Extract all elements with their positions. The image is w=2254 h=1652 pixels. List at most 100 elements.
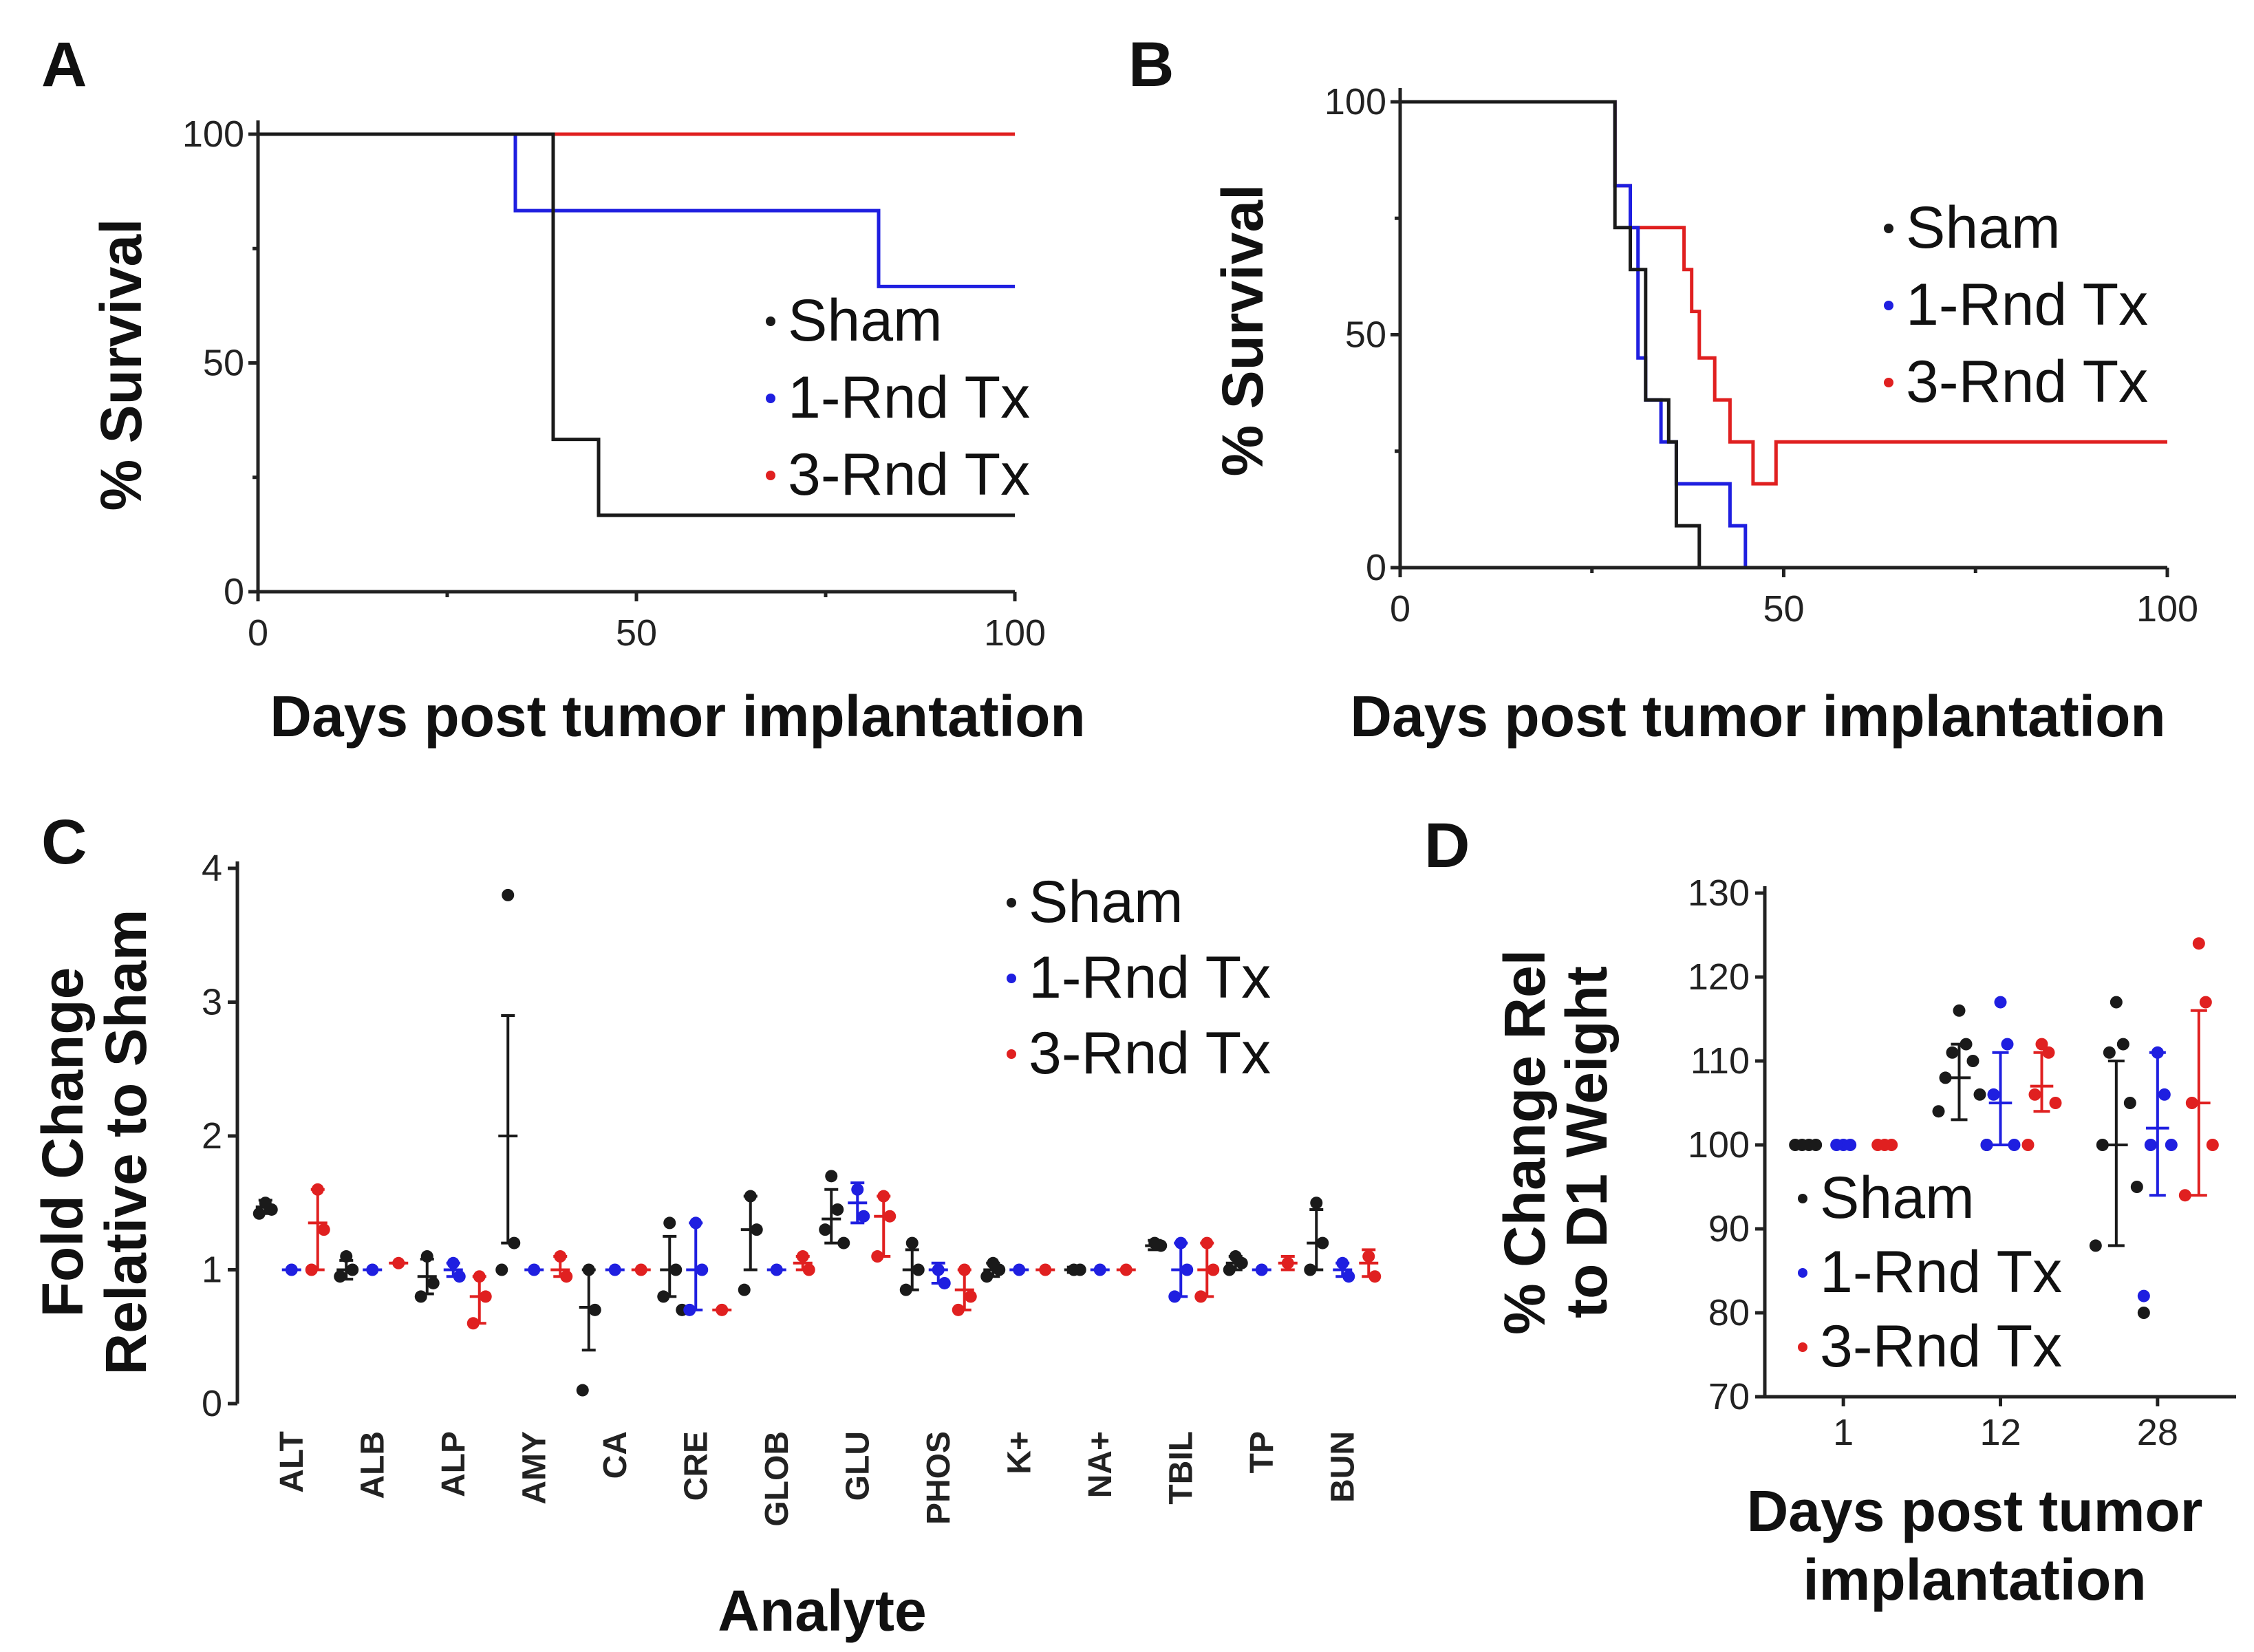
panel-c-ytick-label-3: 3 bbox=[202, 982, 222, 1023]
panel-d-28-3-rnd-tx-point-3 bbox=[2206, 1139, 2219, 1151]
panel-c-amy-1-rnd-tx-point-0 bbox=[528, 1263, 541, 1276]
panel-c-ytick-label-1: 1 bbox=[202, 1249, 222, 1291]
panel-d-12-3-rnd-tx-point-0 bbox=[2035, 1038, 2048, 1051]
panel-b-xtick-label-50: 50 bbox=[1763, 588, 1804, 630]
panel-a-plot: 0 50 100 0 50 100 Sham 1-Rnd Tx 3-Rnd Tx bbox=[182, 114, 1046, 654]
panel-c-cre-1-rnd-tx-point-1 bbox=[696, 1263, 709, 1276]
panel-d-28-3-rnd-tx-point-1 bbox=[2199, 996, 2212, 1009]
panel-d-ytick-label-120: 120 bbox=[1688, 956, 1750, 998]
panel-d-12-3-rnd-tx-point-1 bbox=[2042, 1046, 2055, 1059]
panel-d-28-sham-point-7 bbox=[2137, 1307, 2150, 1319]
panel-d-label: D bbox=[1424, 811, 1470, 881]
panel-c-alt-sham-point-2 bbox=[253, 1207, 266, 1220]
panel-d-xlabel-line1: Days post tumor bbox=[1747, 1479, 2203, 1543]
panel-c-k-1-rnd-tx-point-0 bbox=[1013, 1263, 1026, 1276]
panel-d-28-sham-point-6 bbox=[2089, 1239, 2102, 1252]
panel-d-28-1-rnd-tx-point-1 bbox=[2158, 1088, 2171, 1101]
panel-c-xtick-label-amy: AMY bbox=[516, 1431, 552, 1505]
panel-c-glob-sham-point-0 bbox=[744, 1190, 757, 1203]
panel-c-ca-1-rnd-tx-point-0 bbox=[608, 1263, 621, 1276]
panel-d-legend-label-sham: Sham bbox=[1820, 1165, 1975, 1231]
panel-d-28-1-rnd-tx-point-0 bbox=[2151, 1046, 2164, 1059]
panel-c-legend-marker-1-rnd-tx bbox=[1007, 974, 1016, 983]
panel-c-alb-sham-point-1 bbox=[346, 1263, 359, 1276]
panel-c-tp-sham-point-1 bbox=[1235, 1256, 1248, 1269]
panel-c-glu-3-rnd-tx-point-0 bbox=[877, 1190, 890, 1203]
panel-a-xlabel: Days post tumor implantation bbox=[270, 684, 1085, 749]
panel-c-xtick-label-k: K+ bbox=[1001, 1431, 1038, 1474]
panel-d-1-1-rnd-tx-point-2 bbox=[1830, 1139, 1843, 1151]
panel-d-legend-marker-sham bbox=[1798, 1194, 1807, 1203]
panel-c-cre-1-rnd-tx-point-2 bbox=[683, 1303, 696, 1316]
panel-c-plot: 0 1 2 3 4 ALT ALB ALP AMY CA CRE GLOB GLU PHOS K+ NA+ TB… bbox=[202, 848, 1382, 1527]
panel-b-legend-label-3-rnd-tx: 3-Rnd Tx bbox=[1906, 349, 2148, 415]
panel-c-xtick-label-cre: CRE bbox=[678, 1431, 714, 1501]
panel-c-ca-sham-point-2 bbox=[576, 1384, 589, 1397]
panel-b-ylabel: % Survival bbox=[1210, 184, 1275, 477]
panel-c-cre-sham-point-1 bbox=[669, 1263, 683, 1276]
panel-c-alp-3-rnd-tx-point-0 bbox=[473, 1270, 486, 1283]
panel-c-xtick-label-na: NA+ bbox=[1082, 1431, 1119, 1498]
panel-d-28-sham-point-2 bbox=[2103, 1046, 2116, 1059]
panel-d-xtick-label-1: 1 bbox=[1833, 1412, 1854, 1453]
panel-c-ca-sham-point-1 bbox=[588, 1303, 601, 1316]
panel-c-phos-sham-point-1 bbox=[912, 1263, 925, 1276]
panel-c-alp-1-rnd-tx-point-1 bbox=[453, 1270, 466, 1283]
panel-a: A 0 50 100 0 50 100 Sham 1-Rnd Tx 3-Rnd Tx % Sur… bbox=[41, 30, 1086, 749]
panel-b-series-1-rnd-tx bbox=[1400, 100, 1748, 568]
panel-c-amy-sham-point-2 bbox=[495, 1263, 508, 1276]
panel-d-28-3-rnd-tx-point-0 bbox=[2192, 937, 2205, 950]
panel-c-phos-3-rnd-tx-point-0 bbox=[958, 1263, 971, 1276]
panel-c-tbil-3-rnd-tx-point-0 bbox=[1201, 1236, 1214, 1249]
panel-c-bun-1-rnd-tx-point-0 bbox=[1336, 1256, 1349, 1269]
panel-c-xtick-label-glu: GLU bbox=[839, 1431, 876, 1501]
panel-c-k-sham-point-1 bbox=[993, 1263, 1006, 1276]
panel-c-na-3-rnd-tx-point-0 bbox=[1119, 1263, 1133, 1276]
panel-b-legend-marker-1-rnd-tx bbox=[1884, 301, 1893, 310]
panel-d-ylabel-line1: % Change Rel bbox=[1492, 950, 1557, 1335]
panel-d-12-sham-point-2 bbox=[1946, 1046, 1959, 1059]
panel-c-legend-label-sham: Sham bbox=[1029, 869, 1183, 935]
panel-a-xtick-label-100: 100 bbox=[984, 612, 1046, 654]
panel-c-xtick-label-glob: GLOB bbox=[759, 1431, 795, 1527]
panel-a-ytick-label-100: 100 bbox=[182, 114, 244, 155]
panel-d-1-3-rnd-tx-point-1 bbox=[1885, 1139, 1898, 1151]
panel-b-ytick-label-100: 100 bbox=[1324, 81, 1386, 122]
panel-d-28-3-rnd-tx-point-2 bbox=[2185, 1097, 2198, 1109]
panel-d-ylabel-line2: to D1 Weight bbox=[1554, 966, 1619, 1318]
panel-a-legend-label-sham: Sham bbox=[788, 288, 943, 354]
panel-b-xlabel: Days post tumor implantation bbox=[1350, 684, 2165, 749]
panel-c-bun-1-rnd-tx-point-1 bbox=[1342, 1270, 1355, 1283]
panel-c-tp-1-rnd-tx-point-0 bbox=[1255, 1263, 1268, 1276]
panel-c-glob-3-rnd-tx-point-0 bbox=[796, 1250, 809, 1263]
panel-a-legend-marker-3-rnd-tx bbox=[766, 471, 775, 480]
panel-c-xtick-label-phos: PHOS bbox=[921, 1431, 957, 1525]
panel-c-alt-sham-point-1 bbox=[265, 1203, 278, 1216]
panel-d-ylabel: % Change Rel to D1 Weight bbox=[1492, 950, 1619, 1335]
panel-a-legend-label-3-rnd-tx: 3-Rnd Tx bbox=[788, 442, 1030, 508]
panel-b-ytick-label-0: 0 bbox=[1366, 547, 1386, 588]
panel-d-12-sham-point-4 bbox=[1939, 1071, 1952, 1084]
panel-c-bun-sham-point-1 bbox=[1316, 1236, 1329, 1249]
panel-d-28-1-rnd-tx-point-3 bbox=[2165, 1139, 2178, 1151]
panel-a-legend-label-1-rnd-tx: 1-Rnd Tx bbox=[788, 365, 1030, 431]
panel-c-na-sham-point-1 bbox=[1073, 1263, 1086, 1276]
panel-c-xlabel: Analyte bbox=[718, 1578, 926, 1643]
panel-c-phos-3-rnd-tx-point-2 bbox=[952, 1303, 965, 1316]
panel-c-ca-sham-point-0 bbox=[582, 1263, 595, 1276]
panel-c-ca-3-rnd-tx-point-0 bbox=[634, 1263, 647, 1276]
panel-c-alt-3-rnd-tx-point-1 bbox=[317, 1223, 330, 1236]
panel-c-tbil-3-rnd-tx-point-1 bbox=[1207, 1263, 1220, 1276]
panel-b-xtick-label-0: 0 bbox=[1390, 588, 1410, 630]
panel-a-ytick-label-0: 0 bbox=[224, 571, 244, 612]
panel-d-legend-label-3-rnd-tx: 3-Rnd Tx bbox=[1820, 1313, 2062, 1380]
panel-c-tbil-1-rnd-tx-point-2 bbox=[1168, 1290, 1181, 1303]
panel-c-alp-3-rnd-tx-point-1 bbox=[479, 1290, 492, 1303]
panel-c-glob-3-rnd-tx-point-1 bbox=[802, 1263, 815, 1276]
panel-d-ytick-label-90: 90 bbox=[1708, 1208, 1750, 1249]
panel-d: D 70 80 90 100 110 120 130 1 12 28 Sham 1-Rnd Tx 3-R… bbox=[1424, 811, 2236, 1612]
panel-c-cre-3-rnd-tx-point-0 bbox=[716, 1303, 729, 1316]
panel-c-legend-marker-sham bbox=[1007, 898, 1016, 908]
panel-a-xtick-label-50: 50 bbox=[616, 612, 657, 654]
